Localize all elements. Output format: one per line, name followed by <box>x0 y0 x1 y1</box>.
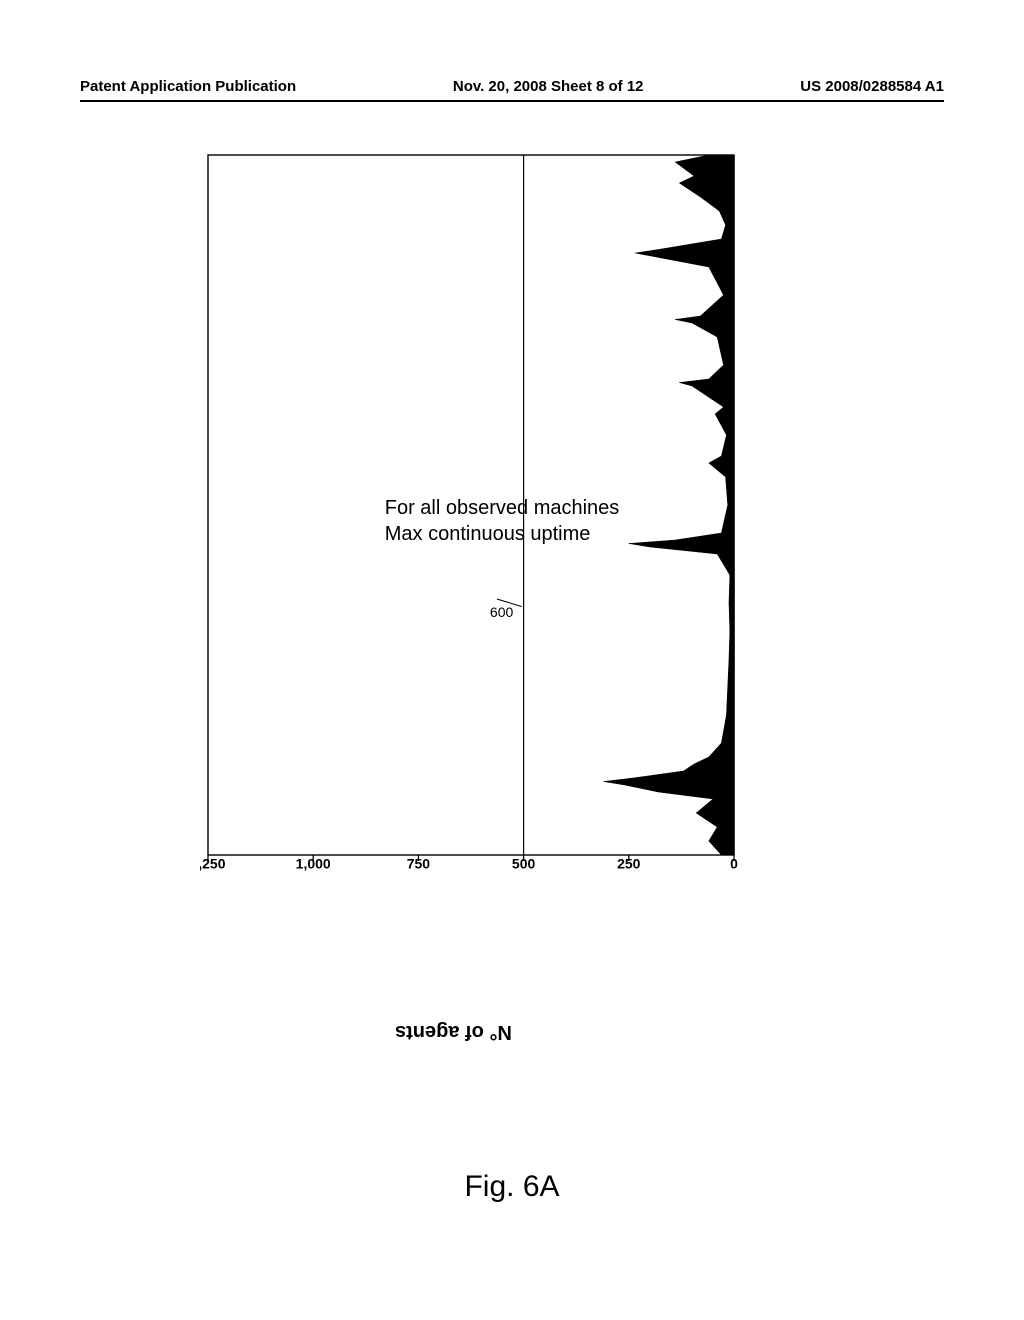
figure-caption: Fig. 6A <box>0 1170 1024 1204</box>
header-center: Nov. 20, 2008 Sheet 8 of 12 <box>453 78 644 95</box>
svg-text:600: 600 <box>490 604 514 620</box>
svg-text:0: 0 <box>730 856 738 872</box>
header-right: US 2008/0288584 A1 <box>800 78 944 95</box>
chart-figure: 0 250 500 750 1,000 1,250 600 Max continuous up… <box>200 150 740 910</box>
svg-text:500: 500 <box>512 856 536 872</box>
uptime-histogram-chart: 0 250 500 750 1,000 1,250 600 Max continuous up… <box>200 150 740 910</box>
svg-text:Max continuous uptime: Max continuous uptime <box>385 523 591 545</box>
svg-text:For all observed machines: For all observed machines <box>385 497 620 519</box>
svg-text:250: 250 <box>617 856 641 872</box>
svg-text:1,000: 1,000 <box>296 856 331 872</box>
y-axis-label: N° of agents <box>395 1020 512 1043</box>
page-header: Patent Application Publication Nov. 20, … <box>0 78 1024 95</box>
header-rule <box>80 100 944 102</box>
svg-text:750: 750 <box>407 856 431 872</box>
header-left: Patent Application Publication <box>80 78 296 95</box>
svg-text:1,250: 1,250 <box>200 856 226 872</box>
